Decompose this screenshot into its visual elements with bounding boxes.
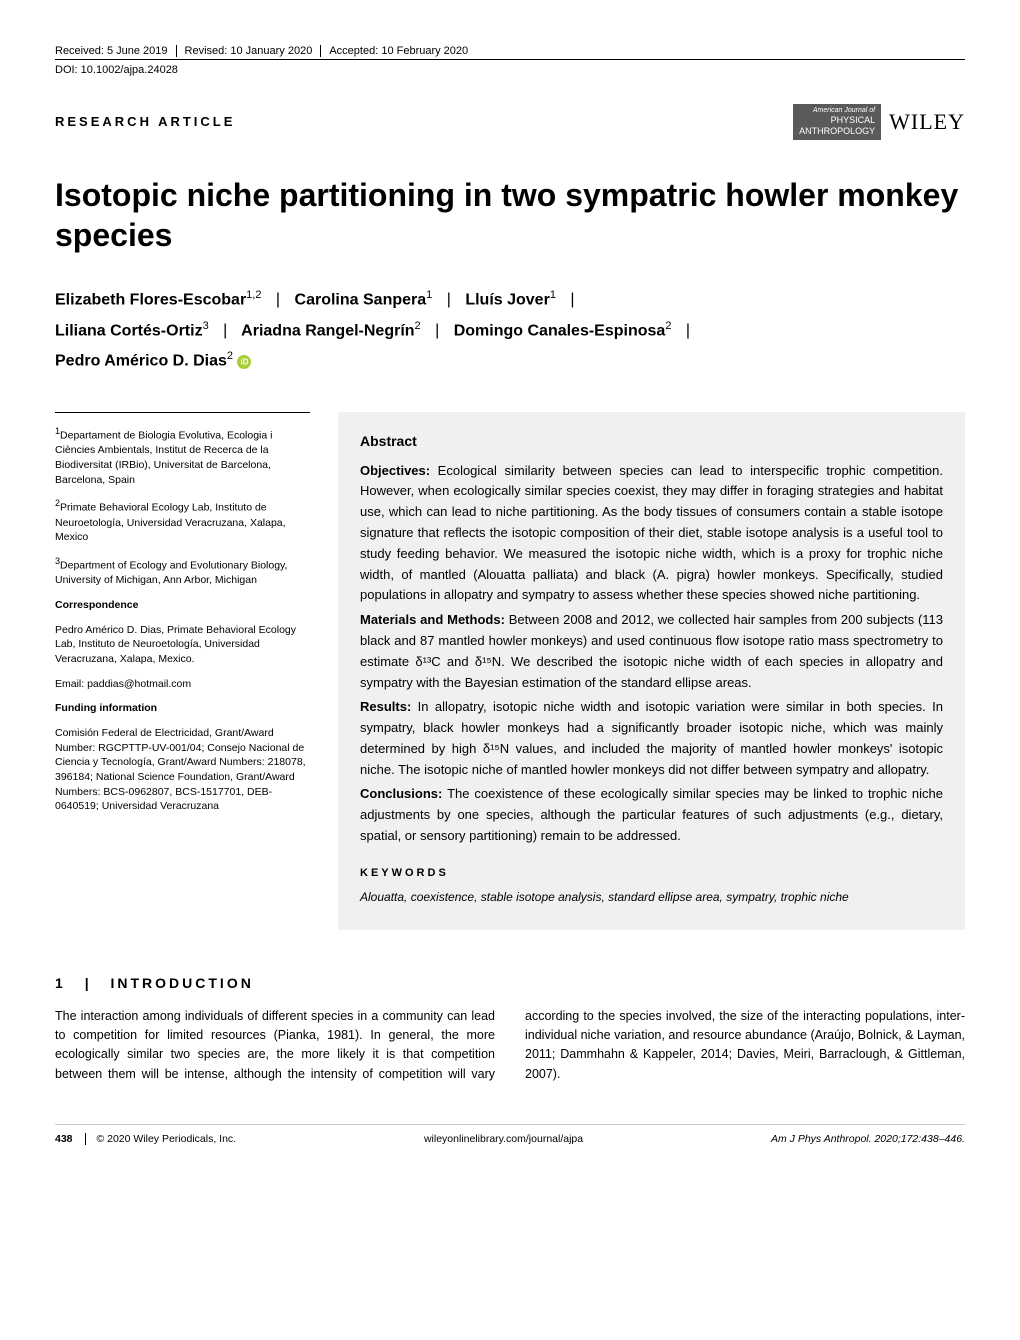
author-7: Pedro Américo D. Dias	[55, 353, 227, 370]
affil-1-text: Departament de Biologia Evolutiva, Ecolo…	[55, 430, 272, 486]
author-7-affil: 2	[227, 350, 233, 362]
affil-2-text: Primate Behavioral Ecology Lab, Institut…	[55, 502, 286, 543]
author-1-affil: 1,2	[246, 289, 261, 301]
citation-text: Am J Phys Anthropol. 2020;172:438–446.	[771, 1133, 965, 1145]
article-type: RESEARCH ARTICLE	[55, 114, 235, 129]
author-separator: |	[276, 291, 280, 308]
abstract-conclusions: Conclusions: The coexistence of these ec…	[360, 784, 943, 846]
affiliation-2: 2Primate Behavioral Ecology Lab, Institu…	[55, 497, 310, 545]
footer-citation: Am J Phys Anthropol. 2020;172:438–446.	[771, 1133, 965, 1145]
author-5-affil: 2	[415, 320, 421, 332]
brand-line2: PHYSICAL	[799, 115, 875, 126]
methods-label: Materials and Methods:	[360, 612, 505, 627]
author-4-affil: 3	[203, 320, 209, 332]
keywords-text: Alouatta, coexistence, stable isotope an…	[360, 890, 849, 904]
author-list: Elizabeth Flores-Escobar1,2 | Carolina S…	[55, 285, 965, 377]
footer-left: 438 © 2020 Wiley Periodicals, Inc.	[55, 1133, 236, 1145]
article-meta-bar: Received: 5 June 2019 Revised: 10 Januar…	[55, 45, 965, 60]
section-heading: 1 | INTRODUCTION	[55, 975, 965, 991]
received-date: Received: 5 June 2019	[55, 45, 177, 57]
funding-head: Funding information	[55, 701, 310, 716]
page-number: 438	[55, 1133, 86, 1145]
journal-badge: American Journal of PHYSICAL ANTHROPOLOG…	[793, 104, 881, 140]
affiliation-3: 3Department of Ecology and Evolutionary …	[55, 555, 310, 588]
revised-date: Revised: 10 January 2020	[177, 45, 322, 57]
keywords-list: Alouatta, coexistence, stable isotope an…	[360, 888, 943, 907]
objectives-label: Objectives:	[360, 463, 430, 478]
article-title: Isotopic niche partitioning in two sympa…	[55, 175, 965, 255]
body-text: The interaction among individuals of dif…	[55, 1007, 965, 1085]
author-3: Lluís Jover	[465, 291, 549, 308]
brand-line1: American Journal of	[799, 107, 875, 115]
publisher-logo: WILEY	[889, 109, 965, 135]
abstract-heading: Abstract	[360, 430, 943, 452]
doi: DOI: 10.1002/ajpa.24028	[55, 64, 965, 76]
conclusions-label: Conclusions:	[360, 786, 442, 801]
affiliations-sidebar: 1Departament de Biologia Evolutiva, Ecol…	[55, 412, 310, 930]
orcid-icon[interactable]	[237, 355, 251, 369]
correspondence-head: Correspondence	[55, 598, 310, 613]
correspondence-email: Email: paddias@hotmail.com	[55, 677, 310, 692]
section-number: 1	[55, 975, 66, 991]
results-label: Results:	[360, 699, 411, 714]
introduction-section: 1 | INTRODUCTION The interaction among i…	[55, 975, 965, 1085]
conclusions-text: The coexistence of these ecologically si…	[360, 786, 943, 843]
author-3-affil: 1	[550, 289, 556, 301]
correspondence-body: Pedro Américo D. Dias, Primate Behaviora…	[55, 623, 310, 667]
author-6: Domingo Canales-Espinosa	[454, 322, 666, 339]
page-footer: 438 © 2020 Wiley Periodicals, Inc. wiley…	[55, 1124, 965, 1145]
accepted-date: Accepted: 10 February 2020	[321, 45, 476, 57]
author-2: Carolina Sanpera	[295, 291, 427, 308]
footer-url: wileyonlinelibrary.com/journal/ajpa	[424, 1133, 583, 1145]
author-5: Ariadna Rangel-Negrín	[241, 322, 414, 339]
author-separator: |	[686, 322, 690, 339]
author-separator: |	[223, 322, 227, 339]
keywords-heading: KEYWORDS	[360, 865, 943, 883]
author-4: Liliana Cortés-Ortiz	[55, 322, 203, 339]
results-text: In allopatry, isotopic niche width and i…	[360, 699, 943, 776]
author-2-affil: 1	[426, 289, 432, 301]
section-title: INTRODUCTION	[111, 975, 254, 991]
objectives-text: Ecological similarity between species ca…	[360, 463, 943, 603]
abstract-methods: Materials and Methods: Between 2008 and …	[360, 610, 943, 693]
author-separator: |	[447, 291, 451, 308]
author-separator: |	[570, 291, 574, 308]
abstract-results: Results: In allopatry, isotopic niche wi…	[360, 697, 943, 780]
funding-body: Comisión Federal de Electricidad, Grant/…	[55, 726, 310, 814]
journal-brand: American Journal of PHYSICAL ANTHROPOLOG…	[793, 104, 965, 140]
abstract-box: Abstract Objectives: Ecological similari…	[338, 412, 965, 930]
brand-line3: ANTHROPOLOGY	[799, 126, 875, 137]
copyright: © 2020 Wiley Periodicals, Inc.	[96, 1133, 236, 1145]
author-6-affil: 2	[665, 320, 671, 332]
author-1: Elizabeth Flores-Escobar	[55, 291, 246, 308]
affil-3-text: Department of Ecology and Evolutionary B…	[55, 559, 287, 586]
affiliation-1: 1Departament de Biologia Evolutiva, Ecol…	[55, 425, 310, 487]
section-bar: |	[85, 975, 92, 991]
abstract-objectives: Objectives: Ecological similarity betwee…	[360, 461, 943, 607]
author-separator: |	[435, 322, 439, 339]
